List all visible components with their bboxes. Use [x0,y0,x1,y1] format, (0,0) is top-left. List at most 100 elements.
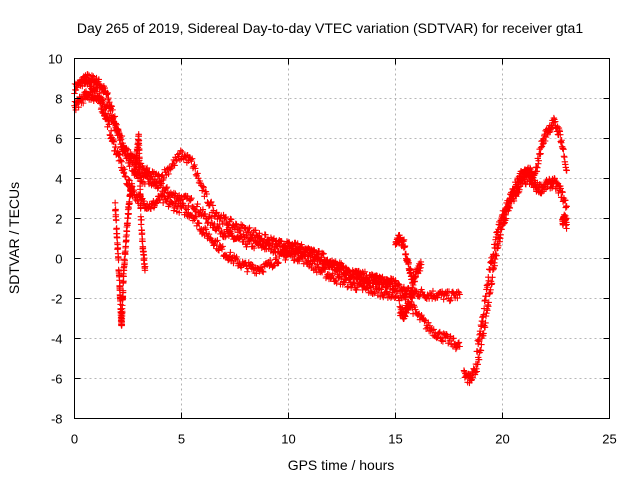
y-tick-label: 0 [55,252,62,267]
data-point [112,206,119,213]
data-point [315,252,322,260]
data-point [430,326,437,333]
data-point [80,99,87,107]
data-point [113,217,120,224]
data-point [233,253,240,261]
data-points [71,71,570,387]
grid-lines [74,58,610,419]
y-tick-label: -2 [51,292,63,307]
data-point [247,260,255,268]
data-point [117,136,125,143]
data-point [104,89,111,97]
data-point [553,179,560,186]
data-point [389,289,396,296]
data-point [563,221,570,228]
data-point [150,204,158,211]
x-tick-label: 15 [388,432,402,447]
data-point [199,183,207,190]
data-point [402,313,409,320]
data-point [125,176,132,183]
data-point [244,241,251,248]
data-point [182,152,190,160]
data-point [260,268,267,276]
data-point [454,288,462,295]
data-point [169,160,177,168]
data-point [450,335,457,342]
data-point [416,267,424,275]
data-point [141,200,148,207]
data-point [123,145,130,152]
data-point [141,255,148,262]
data-point [407,298,415,306]
data-point [227,216,235,223]
data-point [118,321,126,328]
data-point [137,204,144,211]
data-point [75,103,82,111]
data-point [314,261,321,268]
data-point [426,322,434,330]
data-point [165,170,172,178]
data-point [92,84,100,91]
data-point [107,107,114,115]
data-point [205,231,213,238]
data-point [473,368,481,375]
data-point [126,163,133,170]
data-point [412,287,420,295]
x-tick-labels: 0 5 10 15 20 25 [71,432,617,447]
data-point [138,216,145,224]
data-point [116,271,123,279]
data-point [201,210,209,218]
y-tick-label: -8 [51,412,63,427]
data-point [418,312,425,319]
data-point [531,177,538,184]
data-point [136,164,143,171]
data-point [163,185,170,192]
data-point [400,236,408,243]
data-point [163,183,171,191]
data-point [143,164,151,172]
y-tick-label: 10 [48,52,62,67]
data-point [237,227,244,235]
data-point [446,297,453,305]
data-point [125,210,132,217]
data-point [120,273,127,280]
data-point [482,293,490,300]
data-point [391,280,398,288]
data-point [358,271,366,278]
data-point [156,196,164,204]
data-point [160,192,168,200]
data-point [246,224,253,232]
data-point [192,212,199,220]
data-point [117,157,125,164]
data-point [318,249,326,257]
data-point [415,292,422,299]
data-point [495,242,502,249]
data-point [194,200,201,208]
data-point [294,240,301,247]
data-point [282,246,289,254]
data-point [194,170,201,177]
data-point [435,329,443,337]
data-point [339,264,346,271]
data-point [309,248,317,255]
data-point [100,98,107,106]
data-point [167,165,174,172]
data-point [176,156,184,163]
data-point [557,185,564,192]
data-point [552,118,559,125]
data-point [166,166,174,173]
data-point [213,209,220,216]
data-point [85,76,92,84]
data-point [485,277,492,285]
data-point [123,228,131,235]
data-point [508,194,516,202]
data-point [105,94,112,102]
x-tick-label: 10 [281,432,295,447]
data-point [110,138,118,146]
data-point [187,211,194,219]
data-point [443,292,450,299]
axis-ticks [74,58,610,419]
data-point [170,189,178,197]
data-point [433,334,440,342]
